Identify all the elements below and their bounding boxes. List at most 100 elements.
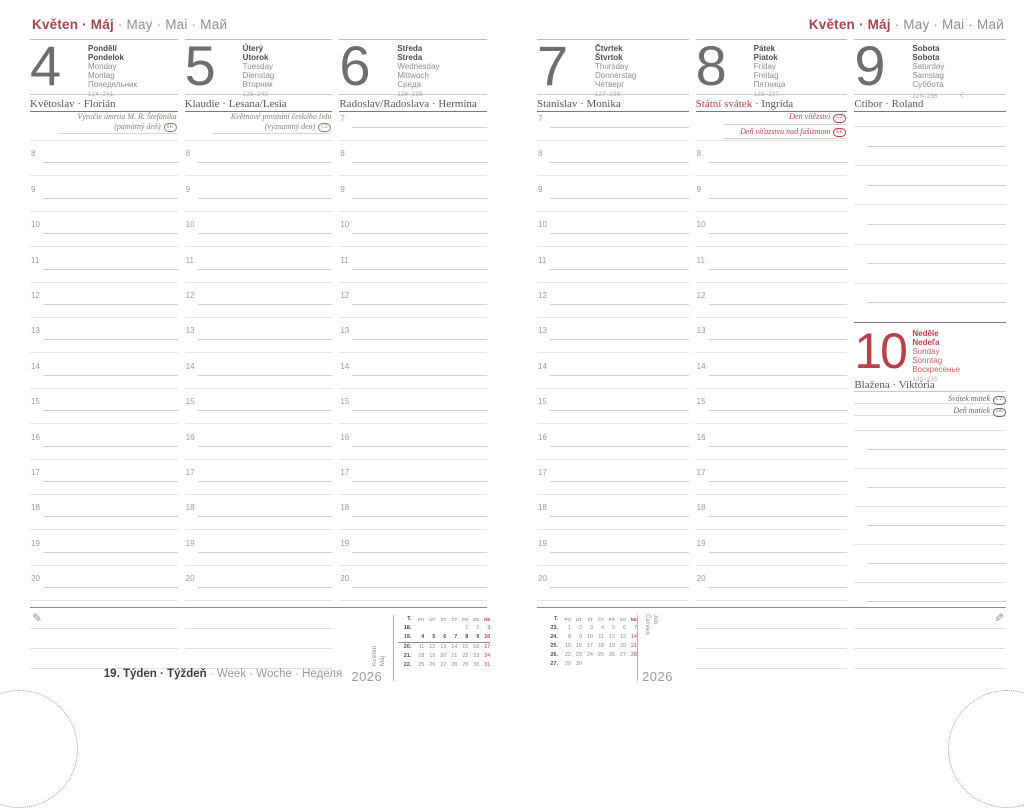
half-hour-line [184, 352, 333, 354]
hour-slot: 14 [30, 360, 178, 395]
month-title-right: Květen · Máj · May · Mai · Май [809, 17, 1004, 32]
mini-calendar-day-cell: 25 [418, 662, 425, 668]
half-hour-line [30, 387, 178, 389]
half-hour-line [537, 387, 689, 389]
hour-slot: 18 [339, 501, 488, 536]
hour-slot: 19 [30, 537, 178, 572]
half-hour-line [30, 493, 178, 495]
day-name-bold: Neděle [912, 329, 939, 338]
month-title-translations: · May · Mai · Май [890, 17, 1004, 32]
day-header: 8 Pátek Piatok Friday Freitag Пятница 128–237 [696, 38, 848, 99]
week-column-header: T. [553, 616, 558, 622]
moon-phase-icon: ☾ [959, 91, 968, 100]
mini-calendar-divider [393, 615, 395, 681]
hour-line [352, 162, 488, 164]
hour-label: 17 [340, 467, 350, 477]
half-hour-line [184, 175, 333, 177]
hour-line [43, 480, 178, 482]
mini-calendar-header-row: T. PO ÚT ST ČT PÁ SO NE [545, 615, 637, 624]
day-name: Воскресенье [912, 365, 961, 374]
hour-line [197, 480, 333, 482]
hour-label: 12 [31, 290, 40, 300]
mini-calendar-day-cell: 10 [586, 634, 593, 640]
ruled-line [867, 145, 1007, 147]
day-names: Čtvrtek Štvrtok Thursday Donnerstag Четверг 1… [595, 43, 689, 98]
mini-calendar-day-cell [615, 660, 626, 669]
mini-calendar-week-row: 25. 15 16 17 18 19 20 21 [545, 642, 637, 651]
hour-line [43, 410, 178, 412]
hour-label: 17 [185, 467, 195, 477]
hour-slot: 18 [537, 501, 689, 536]
mini-calendar-day-cell: 13 [440, 644, 447, 650]
hour-label: 8 [538, 149, 543, 159]
hour-line [550, 445, 689, 447]
weekday-header-cell: ST [440, 617, 447, 622]
day-name: Понедельник [88, 80, 137, 89]
month-title-bold: Květen · Máj [32, 17, 114, 32]
day-name-bold: Štvrtok [595, 53, 623, 62]
hour-label: 11 [185, 255, 194, 265]
hour-slot: 15 [184, 395, 333, 430]
mini-calendar-day-cell: 11 [598, 634, 604, 640]
day-name-bold: Streda [397, 53, 423, 62]
name-day-row: Radoslav/Radoslava · Hermína [339, 95, 487, 111]
bottom-band-left: ✎ Květen Máj 2026 T. PO ÚT ST ČT PÁ SO NE 18. 1 2 3 19.… [30, 607, 491, 692]
bottom-column [184, 608, 333, 692]
hour-label: 13 [31, 326, 40, 336]
hour-line [352, 339, 488, 341]
hour-line [708, 516, 848, 518]
half-hour-line [184, 600, 333, 602]
hour-slot: 12 [537, 289, 689, 324]
day-name-bold: Nedeľa [912, 338, 940, 347]
hour-slot: 13 [537, 324, 689, 359]
mini-calendar-day-cell: 28 [630, 652, 637, 658]
hour-slot: 16 [339, 431, 488, 466]
day-of-year: 130–235 [912, 377, 938, 383]
country-badge: SK [833, 128, 847, 137]
name-day: Radoslav/Radoslava · Hermína [339, 98, 477, 110]
hour-label: 18 [185, 503, 195, 513]
day-names: Pondělí Pondelok Monday Montag Понедельник 12… [88, 43, 178, 98]
hour-line [708, 480, 848, 482]
day-of-year: 124–241 [88, 92, 114, 98]
day-name-bold: Sobota [912, 53, 940, 62]
day-name-bold: Čtvrtek [595, 44, 623, 53]
mini-calendar-day-cell: 17 [586, 643, 593, 649]
mini-calendar-day-cell: 24 [586, 652, 593, 658]
name-day-row: Státní svátek · Ingrida [696, 95, 848, 111]
mini-calendar-day-cell: 21 [630, 643, 637, 649]
hour-slot: 7 [537, 112, 689, 147]
day-number: 7 [537, 34, 568, 97]
hour-slot: 20 [537, 572, 689, 607]
hour-label: 13 [185, 326, 195, 336]
day-of-year: 126–239 [397, 92, 423, 98]
hour-slot: 15 [537, 395, 689, 430]
hour-line [43, 197, 178, 199]
hour-line [352, 233, 488, 235]
half-hour-line [30, 564, 178, 566]
hour-slot: 10 [184, 218, 333, 253]
hour-label: 20 [696, 574, 706, 584]
hour-label: 7 [538, 114, 543, 123]
hour-line [43, 303, 178, 305]
hour-slot: 12 [339, 289, 488, 324]
hour-slot: Výročie úmrtia M. R. Štefánika (pamätný d… [30, 112, 178, 147]
hour-line [550, 480, 689, 482]
hour-label: 13 [538, 326, 547, 336]
day-header: 4 Pondělí Pondelok Monday Montag Понедельник 1… [30, 38, 178, 99]
hour-line [352, 268, 488, 270]
day-name: Donnerstag [595, 71, 637, 80]
day-columns-right: 7 Čtvrtek Štvrtok Thursday Donnerstag Четверг… [537, 34, 1007, 607]
bottom-band-right: T. PO ÚT ST ČT PÁ SO NE 23. 1 2 3 4 5 6 7 24. 8 9 10 11 12 13 1… [537, 607, 1007, 692]
mini-calendar-divider [637, 615, 638, 681]
hour-slot: 17 [695, 466, 848, 501]
day-header: 5 Úterý Utorok Tuesday Dienstag Вторник 125–24… [185, 38, 333, 99]
day-name: Sonntag [912, 356, 943, 365]
half-hour-line [537, 246, 689, 248]
hour-slot: 18 [695, 501, 848, 536]
mini-calendar-day-cell [593, 660, 604, 669]
mini-calendar-day-cell: 23 [575, 652, 582, 658]
half-hour-line [537, 281, 689, 283]
mini-calendar-day-cell [604, 660, 615, 669]
hour-label: 9 [340, 184, 345, 194]
